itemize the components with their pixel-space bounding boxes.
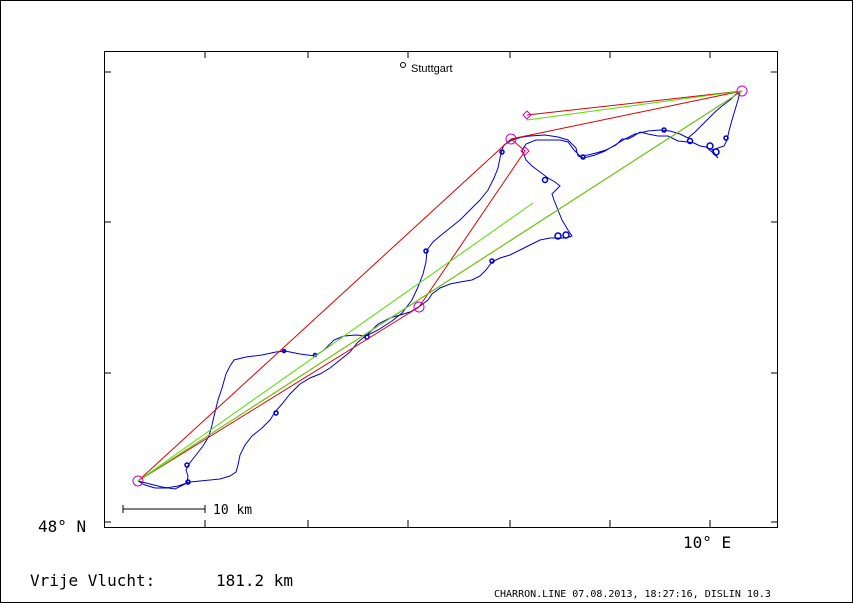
turnpoint-markers <box>132 85 748 487</box>
diamond-turnpoint-icon <box>522 110 532 120</box>
alt-route-lines <box>137 90 743 482</box>
city-label: Stuttgart <box>411 63 453 75</box>
axis-ticks <box>104 51 778 527</box>
flight-type-label: Vrije Vlucht: <box>30 571 155 590</box>
credit-line: CHARRON.LINE 07.08.2013, 18:27:16, DISLI… <box>494 589 771 600</box>
flight-distance: 181.2 km <box>216 571 293 590</box>
scale-bar <box>122 505 206 513</box>
diamond-turnpoint-icon <box>520 146 530 156</box>
city-marker-icon <box>400 62 406 68</box>
thermal-marks <box>184 127 729 485</box>
flight-track <box>137 91 741 490</box>
longitude-label: 10° E <box>683 533 731 552</box>
scale-label: 10 km <box>213 503 252 518</box>
turnpoint-icon <box>736 85 748 97</box>
plot-frame <box>104 51 778 528</box>
turnpoint-icon <box>413 301 425 313</box>
latitude-label: 48° N <box>38 517 86 536</box>
start-turnpoint-icon <box>132 475 144 487</box>
turnpoint-icon <box>505 133 517 145</box>
